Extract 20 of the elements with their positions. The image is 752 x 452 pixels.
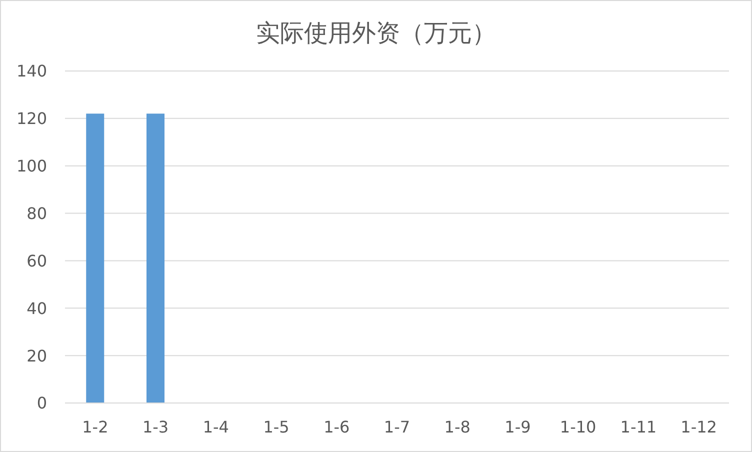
x-tick-label: 1-8 bbox=[444, 417, 470, 436]
x-tick-label: 1-2 bbox=[82, 417, 108, 436]
chart-title: 实际使用外资（万元） bbox=[255, 18, 497, 49]
y-tick-label: 0 bbox=[36, 394, 47, 413]
y-tick-label: 60 bbox=[26, 251, 47, 270]
x-tick-label: 1-6 bbox=[324, 417, 350, 436]
y-tick-label: 100 bbox=[16, 156, 47, 176]
x-tick-label: 1-11 bbox=[620, 417, 657, 436]
x-tick-label: 1-7 bbox=[384, 417, 410, 436]
x-tick-label: 1-9 bbox=[504, 417, 531, 436]
y-tick-label: 80 bbox=[26, 204, 47, 223]
y-tick-label: 20 bbox=[26, 346, 47, 366]
x-tick-label: 1-10 bbox=[560, 417, 596, 436]
x-tick-label: 1-5 bbox=[263, 417, 290, 436]
x-tick-label: 1-3 bbox=[142, 417, 169, 436]
x-tick-label: 1-4 bbox=[202, 417, 229, 436]
x-tick-label: 1-12 bbox=[680, 417, 717, 436]
y-tick-label: 140 bbox=[16, 62, 47, 81]
y-tick-label: 40 bbox=[26, 298, 47, 318]
y-tick-label: 120 bbox=[16, 109, 47, 128]
